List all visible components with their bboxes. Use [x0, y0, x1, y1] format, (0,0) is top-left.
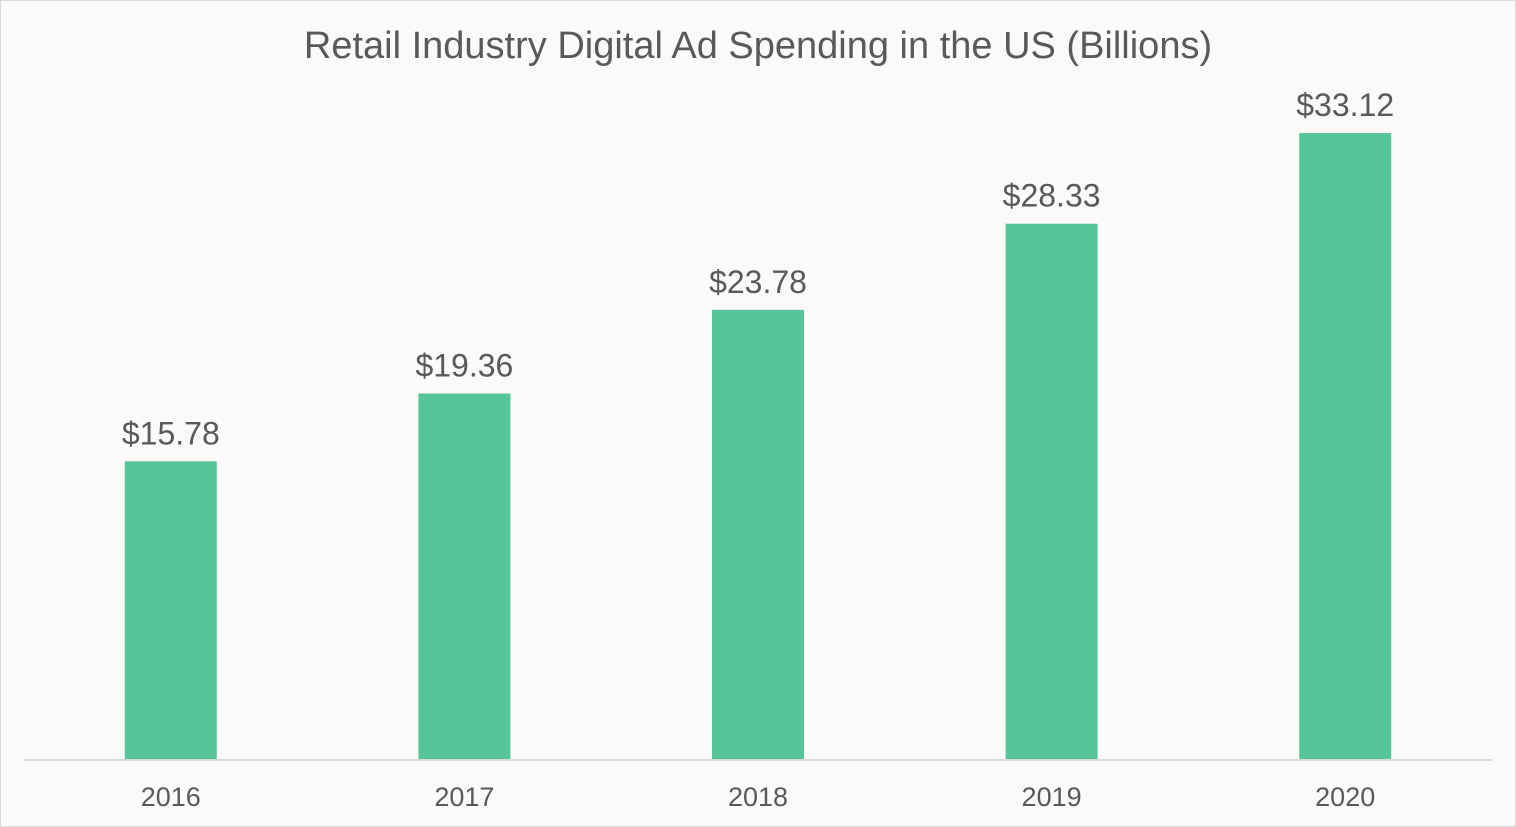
data-label-2019: $28.33: [1003, 178, 1101, 214]
x-tick-label-2019: 2019: [1022, 782, 1082, 812]
x-tick-label-2017: 2017: [434, 782, 494, 812]
chart-title: Retail Industry Digital Ad Spending in t…: [304, 25, 1212, 67]
x-tick-label-2018: 2018: [728, 782, 788, 812]
bar-2017: [418, 393, 511, 760]
bar-2016: [124, 461, 217, 760]
data-label-2017: $19.36: [415, 348, 513, 384]
x-tick-label-2016: 2016: [141, 782, 201, 812]
bars-layer: [124, 133, 1392, 761]
data-label-2020: $33.12: [1296, 87, 1394, 123]
bar-2019: [1005, 223, 1098, 760]
data-label-2018: $23.78: [709, 264, 807, 300]
labels-layer: $15.78 2016 $19.36 2017 $23.78 2018 $28.33 2019…: [122, 87, 1394, 812]
data-label-2016: $15.78: [122, 415, 220, 451]
x-tick-label-2020: 2020: [1315, 782, 1375, 812]
bar-2020: [1299, 133, 1392, 761]
bar-2018: [712, 309, 804, 760]
